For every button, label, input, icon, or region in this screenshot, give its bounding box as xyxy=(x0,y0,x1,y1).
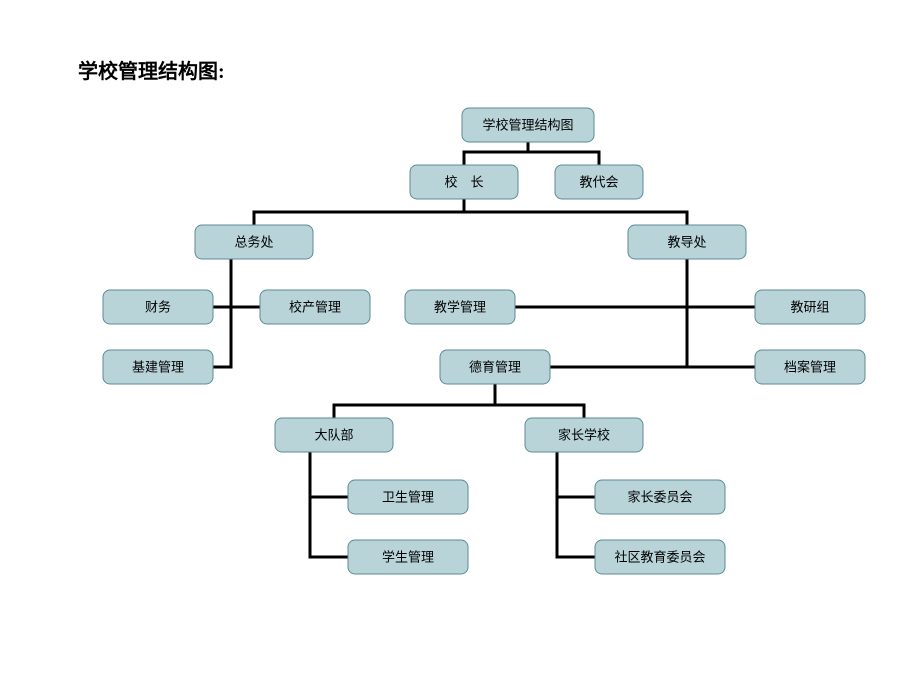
node-finance: 财务 xyxy=(103,290,213,324)
connector xyxy=(213,307,231,367)
node-label: 档案管理 xyxy=(784,360,836,375)
connector xyxy=(464,142,528,165)
node-label: 财务 xyxy=(145,300,171,315)
node-research: 教研组 xyxy=(755,290,865,324)
node-root: 学校管理结构图 xyxy=(462,108,594,142)
node-brigade: 大队部 xyxy=(275,418,393,452)
node-archive: 档案管理 xyxy=(755,350,865,384)
node-property: 校产管理 xyxy=(260,290,370,324)
connector xyxy=(310,497,348,557)
node-general: 总务处 xyxy=(195,225,313,259)
connector xyxy=(557,452,595,497)
node-label: 大队部 xyxy=(314,428,353,443)
node-teaching: 教导处 xyxy=(628,225,746,259)
connector xyxy=(334,384,495,418)
node-label: 社区教育委员会 xyxy=(614,550,705,565)
connector xyxy=(254,199,464,225)
node-hygiene: 卫生管理 xyxy=(348,480,468,514)
connector xyxy=(557,497,595,557)
node-construct: 基建管理 xyxy=(103,350,213,384)
node-community: 社区教育委员会 xyxy=(595,540,725,574)
node-principal: 校 长 xyxy=(410,165,518,199)
node-label: 学生管理 xyxy=(382,550,434,565)
connector xyxy=(464,199,687,225)
node-student: 学生管理 xyxy=(348,540,468,574)
node-label: 家长学校 xyxy=(558,428,610,443)
connector xyxy=(495,384,584,418)
node-teachadmin: 教学管理 xyxy=(405,290,515,324)
node-congress: 教代会 xyxy=(555,165,643,199)
node-parentcom: 家长委员会 xyxy=(595,480,725,514)
node-label: 学校管理结构图 xyxy=(482,118,573,133)
node-parentsch: 家长学校 xyxy=(525,418,643,452)
node-label: 校产管理 xyxy=(289,300,341,315)
node-label: 教导处 xyxy=(667,235,706,250)
node-moral: 德育管理 xyxy=(440,350,550,384)
node-label: 教学管理 xyxy=(434,300,486,315)
node-label: 校 长 xyxy=(444,175,483,190)
node-label: 教代会 xyxy=(579,175,618,190)
node-label: 德育管理 xyxy=(469,360,521,375)
node-label: 家长委员会 xyxy=(627,490,692,505)
connector xyxy=(528,142,599,165)
node-label: 卫生管理 xyxy=(382,490,434,505)
node-label: 总务处 xyxy=(234,235,273,250)
org-chart: 学校管理结构图校 长 教代会总务处 教导处财务 校产管理基建管理 教学管理 教研组德育管理… xyxy=(0,0,920,690)
nodes-layer: 学校管理结构图校 长 教代会总务处 教导处财务 校产管理基建管理 教学管理 教研组德育管理… xyxy=(103,108,865,574)
connector xyxy=(310,452,348,497)
node-label: 基建管理 xyxy=(132,360,184,375)
node-label: 教研组 xyxy=(790,300,829,315)
